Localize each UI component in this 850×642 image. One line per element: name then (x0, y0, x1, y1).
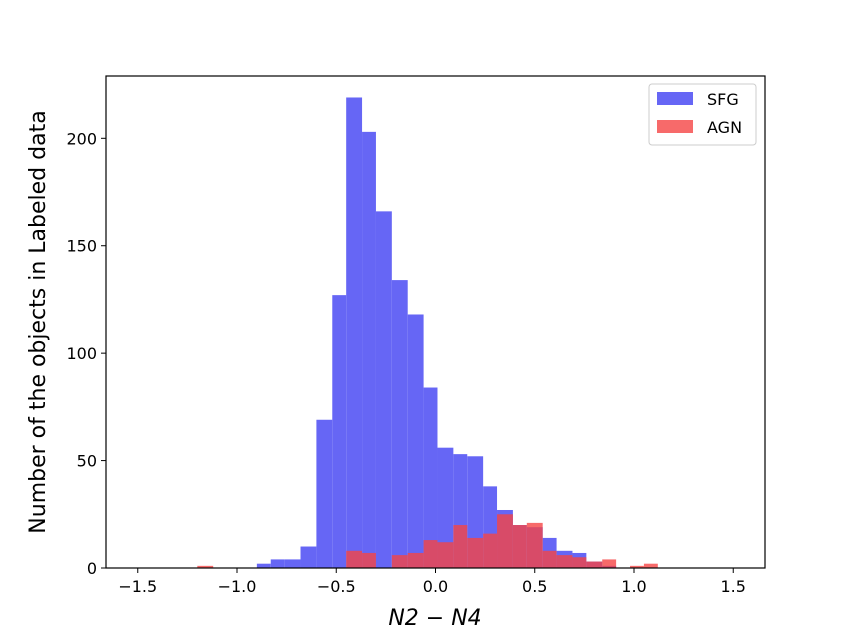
x-tick-label: 0.5 (522, 577, 547, 596)
bar-agn-19 (643, 563, 658, 568)
bar-sfg-4 (316, 419, 333, 568)
bar-agn-16 (586, 561, 603, 568)
bar-sfg-6 (346, 97, 363, 568)
bar-sfg-11 (423, 387, 438, 568)
x-tick-label: 1.0 (621, 577, 646, 596)
y-tick-label: 200 (66, 129, 97, 148)
x-tick-label: 0.0 (423, 577, 448, 596)
legend: SFG AGN (648, 83, 757, 146)
bar-agn-5 (423, 540, 438, 568)
bar-sfg-5 (332, 295, 347, 568)
x-axis-title: N2 − N4 (388, 606, 481, 631)
bar-agn-10 (497, 514, 513, 568)
legend-swatch-sfg (657, 92, 693, 105)
bar-sfg-9 (391, 280, 408, 568)
series-sfg (256, 97, 617, 569)
bar-sfg-1 (270, 559, 285, 568)
x-tick-label: −0.5 (317, 577, 356, 596)
x-tick-label: −1.5 (118, 577, 157, 596)
bar-agn-8 (467, 537, 484, 568)
bar-agn-13 (542, 550, 557, 568)
legend-label-sfg: SFG (707, 90, 739, 109)
bar-agn-11 (512, 525, 527, 568)
bar-agn-15 (572, 557, 587, 568)
bar-agn-17 (602, 559, 617, 568)
x-axis: −1.5 −1.0 −0.5 0.0 0.5 1.0 1.5 (118, 568, 746, 596)
y-tick-label: 50 (77, 452, 97, 471)
y-tick-label: 150 (66, 237, 97, 256)
bar-agn-0 (197, 565, 214, 568)
x-tick-label: 1.5 (721, 577, 746, 596)
bars-layer (197, 97, 658, 569)
bar-sfg-8 (375, 211, 392, 568)
bar-agn-7 (453, 525, 468, 568)
series-agn (197, 514, 658, 568)
x-tick-label: −1.0 (218, 577, 257, 596)
bar-agn-3 (391, 555, 408, 568)
bar-agn-4 (407, 552, 424, 568)
bar-sfg-2 (284, 559, 301, 568)
bar-sfg-10 (407, 314, 424, 568)
legend-swatch-agn (657, 120, 693, 133)
bar-agn-9 (483, 533, 498, 568)
bar-agn-14 (556, 555, 573, 568)
bar-agn-12 (526, 522, 543, 568)
bar-sfg-0 (256, 563, 271, 568)
bar-sfg-3 (300, 546, 317, 568)
bar-agn-2 (362, 552, 376, 568)
bar-sfg-12 (437, 447, 454, 568)
y-axis-title: Number of the objects in Labeled data (26, 110, 51, 533)
y-axis: 0 50 100 150 200 (66, 129, 106, 578)
bar-agn-18 (630, 565, 644, 568)
y-tick-label: 0 (87, 559, 97, 578)
bar-agn-1 (346, 550, 363, 568)
legend-label-agn: AGN (707, 118, 742, 137)
bar-sfg-7 (362, 131, 376, 569)
bar-agn-6 (437, 542, 454, 568)
y-tick-label: 100 (66, 344, 97, 363)
